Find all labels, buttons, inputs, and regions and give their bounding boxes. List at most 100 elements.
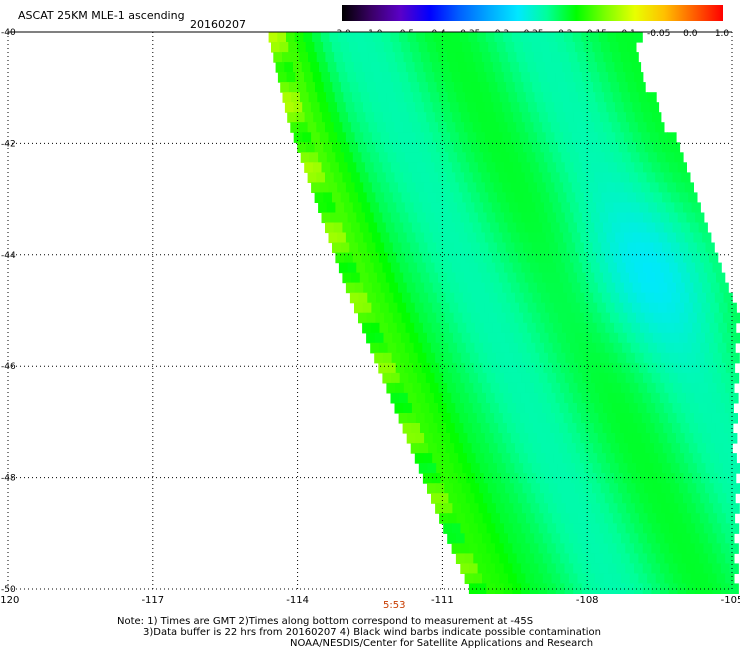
- swath-cell: [662, 312, 672, 324]
- swath-cell: [345, 132, 356, 143]
- swath-cell: [385, 122, 396, 133]
- swath-cell: [707, 573, 718, 584]
- swath-cell: [618, 312, 628, 324]
- swath-cell: [577, 122, 587, 133]
- swath-cell: [563, 413, 573, 424]
- swath-cell: [619, 423, 630, 434]
- swath-cell: [539, 332, 550, 344]
- swath-cell: [702, 413, 712, 424]
- swath-cell: [522, 483, 532, 494]
- swath-cell: [447, 52, 457, 63]
- swath-cell: [349, 292, 360, 304]
- swath-cell: [549, 242, 559, 254]
- swath-cell: [546, 392, 557, 404]
- swath-cell: [503, 563, 513, 574]
- swath-cell: [497, 443, 507, 454]
- swath-cell: [563, 132, 573, 143]
- swath-cell: [512, 262, 522, 274]
- swath-cell: [468, 392, 478, 404]
- swath-cell: [492, 62, 503, 73]
- swath-cell: [686, 262, 696, 274]
- swath-cell: [546, 413, 556, 424]
- swath-cell: [581, 583, 592, 594]
- swath-cell: [597, 62, 607, 73]
- swath-cell: [467, 102, 477, 113]
- swath-cell: [465, 92, 475, 103]
- swath-cell: [338, 32, 348, 43]
- swath-cell: [700, 252, 710, 264]
- swath-cell: [556, 503, 566, 514]
- swath-cell: [517, 92, 527, 103]
- swath-cell: [661, 352, 671, 364]
- swath-cell: [654, 423, 664, 434]
- swath-cell: [560, 92, 570, 103]
- swath-cell: [621, 533, 631, 544]
- swath-cell: [557, 42, 567, 53]
- swath-cell: [699, 573, 709, 584]
- swath-cell: [397, 102, 408, 113]
- swath-cell: [450, 132, 460, 143]
- swath-cell: [707, 382, 718, 394]
- swath-cell: [587, 152, 597, 163]
- swath-cell: [382, 112, 392, 123]
- swath-cell: [677, 523, 687, 534]
- swath-cell: [378, 202, 389, 213]
- swath-cell: [505, 242, 515, 254]
- swath-cell: [604, 92, 614, 103]
- swath-cell: [531, 463, 542, 474]
- swath-cell: [433, 392, 444, 404]
- swath-cell: [616, 72, 626, 83]
- swath-cell: [443, 212, 453, 224]
- swath-cell: [529, 32, 539, 43]
- swath-cell: [395, 382, 405, 394]
- swath-cell: [310, 62, 320, 73]
- swath-cell: [596, 252, 606, 264]
- swath-cell: [568, 272, 578, 284]
- swath-cell: [498, 222, 509, 234]
- swath-cell: [623, 433, 634, 444]
- swath-cell: [648, 342, 658, 354]
- swath-cell: [502, 433, 512, 444]
- swath-cell: [483, 152, 493, 163]
- swath-cell: [613, 202, 623, 213]
- swath-cell: [634, 262, 644, 274]
- swath-cell: [715, 423, 725, 434]
- swath-cell: [277, 72, 288, 83]
- swath-cell: [420, 423, 430, 434]
- swath-cell: [481, 172, 491, 183]
- swath-cell: [618, 332, 628, 344]
- swath-cell: [566, 42, 576, 53]
- swath-cell: [367, 82, 377, 93]
- swath-cell: [391, 262, 401, 274]
- swath-cell: [655, 533, 665, 544]
- swath-cell: [371, 62, 381, 73]
- swath-cell: [310, 102, 321, 113]
- swath-cell: [547, 583, 557, 594]
- swath-cell: [612, 573, 622, 584]
- swath-cell: [569, 513, 579, 524]
- swath-cell: [563, 182, 573, 193]
- swath-cell: [729, 543, 739, 554]
- swath-cell: [633, 32, 643, 43]
- swath-cell: [541, 292, 551, 304]
- swath-cell: [651, 262, 661, 274]
- swath-cell: [460, 543, 470, 554]
- swath-cell: [458, 132, 469, 143]
- swath-cell: [588, 453, 598, 464]
- swath-cell: [643, 503, 653, 514]
- swath-cell: [425, 392, 435, 404]
- swath-cell: [616, 583, 626, 594]
- swath-cell: [644, 142, 654, 153]
- swath-cell: [301, 62, 311, 73]
- swath-cell: [710, 282, 721, 294]
- swath-cell: [321, 212, 331, 224]
- swath-cell: [418, 332, 428, 344]
- swath-cell: [560, 553, 570, 564]
- swath-cell: [712, 523, 722, 534]
- swath-cell: [482, 513, 492, 524]
- swath-cell: [498, 403, 509, 414]
- swath-cell: [618, 42, 628, 53]
- swath-cell: [666, 302, 676, 314]
- swath-cell: [716, 272, 726, 284]
- swath-cell: [514, 192, 524, 203]
